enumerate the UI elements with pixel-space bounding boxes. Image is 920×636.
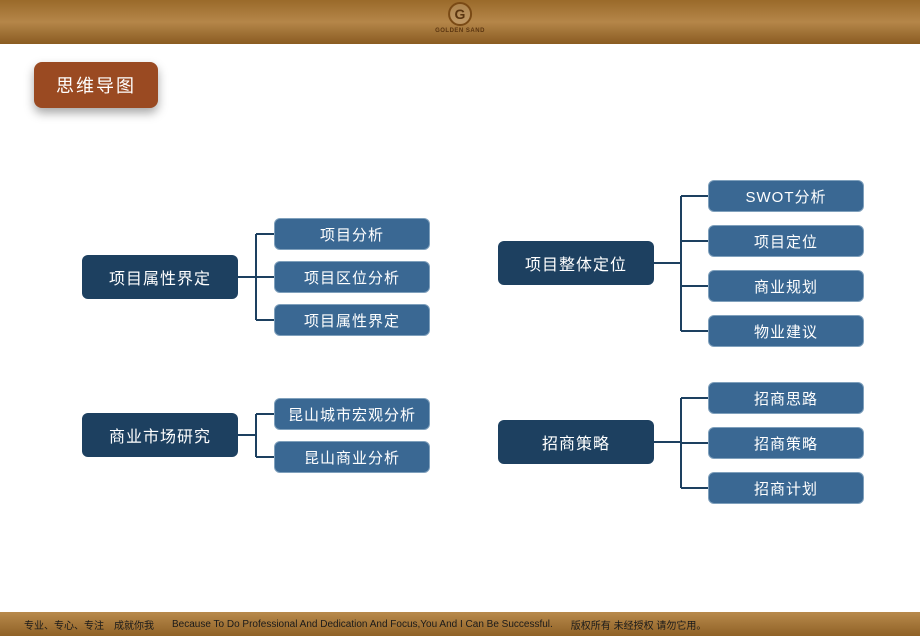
footer-seg-1: 专业、专心、专注 成就你我 bbox=[24, 617, 154, 632]
connector-g4 bbox=[654, 394, 708, 496]
main-node-g2: 商业市场研究 bbox=[82, 413, 238, 457]
child-node-g3-2: 商业规划 bbox=[708, 270, 864, 302]
main-node-g1: 项目属性界定 bbox=[82, 255, 238, 299]
child-node-g3-0: SWOT分析 bbox=[708, 180, 864, 212]
child-node-g3-3: 物业建议 bbox=[708, 315, 864, 347]
footer-seg-3: 版权所有 未经授权 请勿它用。 bbox=[571, 617, 707, 632]
mindmap-canvas: 项目属性界定项目分析项目区位分析项目属性界定商业市场研究昆山城市宏观分析昆山商业… bbox=[0, 0, 920, 636]
connector-g2 bbox=[238, 410, 274, 465]
child-node-g2-1: 昆山商业分析 bbox=[274, 441, 430, 473]
connector-g1 bbox=[238, 230, 274, 328]
child-node-g1-0: 项目分析 bbox=[274, 218, 430, 250]
child-node-g2-0: 昆山城市宏观分析 bbox=[274, 398, 430, 430]
connector-g3 bbox=[654, 192, 708, 339]
child-node-g1-1: 项目区位分析 bbox=[274, 261, 430, 293]
child-node-g3-1: 项目定位 bbox=[708, 225, 864, 257]
child-node-g4-1: 招商策略 bbox=[708, 427, 864, 459]
footer-band: 专业、专心、专注 成就你我 Because To Do Professional… bbox=[0, 612, 920, 636]
child-node-g4-2: 招商计划 bbox=[708, 472, 864, 504]
main-node-g4: 招商策略 bbox=[498, 420, 654, 464]
main-node-g3: 项目整体定位 bbox=[498, 241, 654, 285]
child-node-g1-2: 项目属性界定 bbox=[274, 304, 430, 336]
footer-seg-2: Because To Do Professional And Dedicatio… bbox=[172, 619, 553, 630]
child-node-g4-0: 招商思路 bbox=[708, 382, 864, 414]
